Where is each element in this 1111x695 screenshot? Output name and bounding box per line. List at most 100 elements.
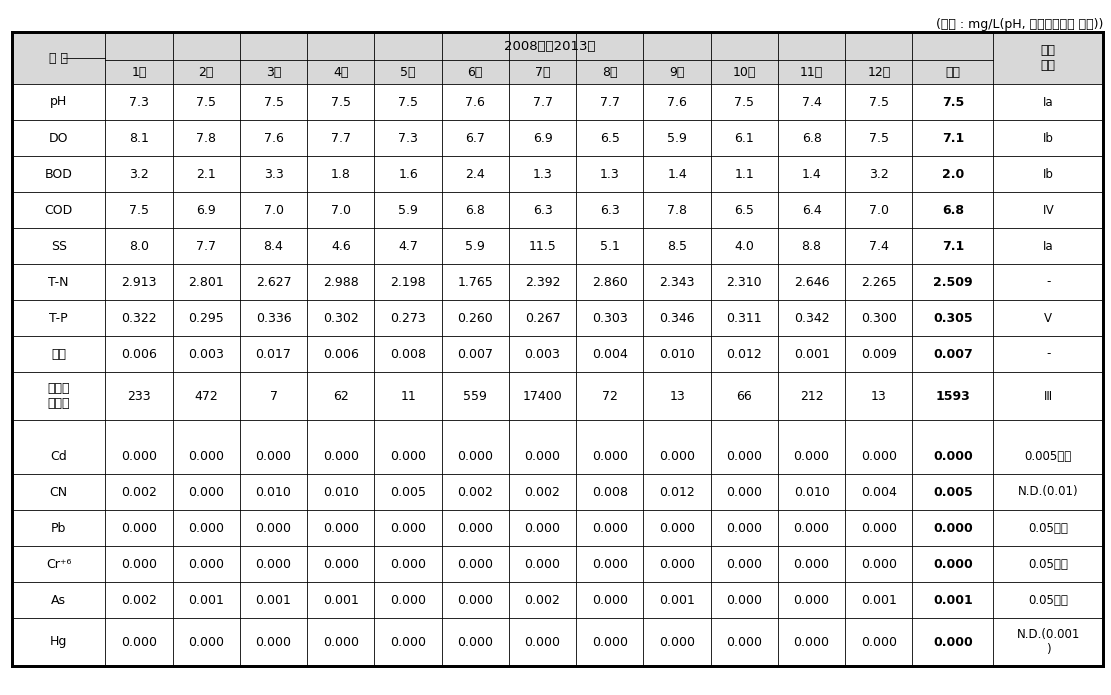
Text: 0.002: 0.002: [458, 486, 493, 498]
Text: 0.010: 0.010: [323, 486, 359, 498]
Text: 0.000: 0.000: [727, 557, 762, 571]
Text: 1.3: 1.3: [600, 167, 620, 181]
Text: As: As: [51, 594, 67, 607]
Text: 2.627: 2.627: [256, 275, 291, 288]
Text: 0.000: 0.000: [458, 635, 493, 648]
Text: 0.010: 0.010: [659, 348, 695, 361]
Text: 0.000: 0.000: [727, 521, 762, 534]
Text: 6.1: 6.1: [734, 131, 754, 145]
Text: 6.8: 6.8: [942, 204, 964, 217]
Text: 8.1: 8.1: [129, 131, 149, 145]
Text: 0.000: 0.000: [188, 557, 224, 571]
Text: 0.05이하: 0.05이하: [1029, 594, 1068, 607]
Text: Pb: Pb: [51, 521, 67, 534]
Text: 7.7: 7.7: [600, 95, 620, 108]
Text: 0.000: 0.000: [188, 521, 224, 534]
Text: 8.5: 8.5: [667, 240, 687, 252]
Text: 4.6: 4.6: [331, 240, 351, 252]
Text: 11월: 11월: [800, 65, 823, 79]
Text: 7.8: 7.8: [667, 204, 687, 217]
Text: 7.7: 7.7: [532, 95, 552, 108]
Text: 평균: 평균: [945, 65, 960, 79]
Text: 0.007: 0.007: [933, 348, 973, 361]
Text: Ⅴ: Ⅴ: [1044, 311, 1052, 325]
Text: 0.017: 0.017: [256, 348, 291, 361]
Text: 7.5: 7.5: [734, 95, 754, 108]
Text: 6.9: 6.9: [197, 204, 217, 217]
Text: 2.265: 2.265: [861, 275, 897, 288]
Text: 7.5: 7.5: [197, 95, 217, 108]
Text: 7.1: 7.1: [942, 240, 964, 252]
Text: 0.000: 0.000: [323, 557, 359, 571]
Text: 페놀: 페놀: [51, 348, 67, 361]
Text: 2008년～2013년: 2008년～2013년: [503, 40, 595, 53]
Text: 6.3: 6.3: [600, 204, 620, 217]
Text: 7.0: 7.0: [263, 204, 283, 217]
Text: 13: 13: [669, 389, 685, 402]
Text: BOD: BOD: [44, 167, 72, 181]
Text: 6.7: 6.7: [466, 131, 486, 145]
Text: 0.000: 0.000: [861, 521, 897, 534]
Text: 0.000: 0.000: [592, 557, 628, 571]
Text: 1.3: 1.3: [532, 167, 552, 181]
Text: 0.000: 0.000: [727, 594, 762, 607]
Text: 0.000: 0.000: [121, 635, 157, 648]
Text: 0.000: 0.000: [727, 486, 762, 498]
Text: Ⅳ: Ⅳ: [1043, 204, 1053, 217]
Text: 0.000: 0.000: [390, 594, 426, 607]
Text: 0.009: 0.009: [861, 348, 897, 361]
Text: 0.000: 0.000: [188, 450, 224, 462]
Text: 0.000: 0.000: [524, 450, 561, 462]
Text: 2.913: 2.913: [121, 275, 157, 288]
Text: 0.010: 0.010: [256, 486, 291, 498]
Text: 0.000: 0.000: [659, 635, 695, 648]
Text: 환경
기준: 환경 기준: [1041, 44, 1055, 72]
Text: T-N: T-N: [49, 275, 69, 288]
Text: 0.000: 0.000: [933, 557, 973, 571]
Text: 559: 559: [463, 389, 488, 402]
Text: 0.000: 0.000: [659, 557, 695, 571]
Text: 0.001: 0.001: [256, 594, 291, 607]
Text: 7.8: 7.8: [197, 131, 217, 145]
Text: 0.300: 0.300: [861, 311, 897, 325]
Text: 0.001: 0.001: [793, 348, 830, 361]
Text: 0.346: 0.346: [659, 311, 694, 325]
Text: COD: COD: [44, 204, 73, 217]
Text: 0.000: 0.000: [390, 521, 426, 534]
Text: 7.5: 7.5: [942, 95, 964, 108]
Text: 1월: 1월: [131, 65, 147, 79]
Text: 3.2: 3.2: [869, 167, 889, 181]
Text: 1.765: 1.765: [458, 275, 493, 288]
Text: 9월: 9월: [669, 65, 684, 79]
Text: 6.3: 6.3: [532, 204, 552, 217]
Text: 0.000: 0.000: [592, 521, 628, 534]
Text: 0.305: 0.305: [933, 311, 973, 325]
Text: 5.1: 5.1: [600, 240, 620, 252]
Text: 0.004: 0.004: [861, 486, 897, 498]
Text: 0.000: 0.000: [121, 450, 157, 462]
Text: 7월: 7월: [534, 65, 550, 79]
Text: 0.002: 0.002: [121, 486, 157, 498]
Text: 0.006: 0.006: [121, 348, 157, 361]
Text: Ⅰb: Ⅰb: [1043, 131, 1053, 145]
Text: Ⅰb: Ⅰb: [1043, 167, 1053, 181]
Text: Ⅲ: Ⅲ: [1044, 389, 1052, 402]
Text: 6.5: 6.5: [600, 131, 620, 145]
Text: 2.1: 2.1: [197, 167, 217, 181]
Text: 0.001: 0.001: [861, 594, 897, 607]
Text: 66: 66: [737, 389, 752, 402]
Text: 2.4: 2.4: [466, 167, 486, 181]
Text: 7.6: 7.6: [263, 131, 283, 145]
Text: 0.311: 0.311: [727, 311, 762, 325]
Text: 0.000: 0.000: [727, 635, 762, 648]
Text: 0.000: 0.000: [659, 521, 695, 534]
Text: 0.000: 0.000: [256, 557, 291, 571]
Text: 0.000: 0.000: [861, 635, 897, 648]
Text: 5.9: 5.9: [398, 204, 418, 217]
Text: 0.008: 0.008: [390, 348, 426, 361]
Text: 0.010: 0.010: [793, 486, 830, 498]
Text: 1.8: 1.8: [331, 167, 351, 181]
Text: -: -: [1047, 348, 1050, 361]
Text: 0.000: 0.000: [861, 557, 897, 571]
Text: Cr⁺⁶: Cr⁺⁶: [46, 557, 71, 571]
